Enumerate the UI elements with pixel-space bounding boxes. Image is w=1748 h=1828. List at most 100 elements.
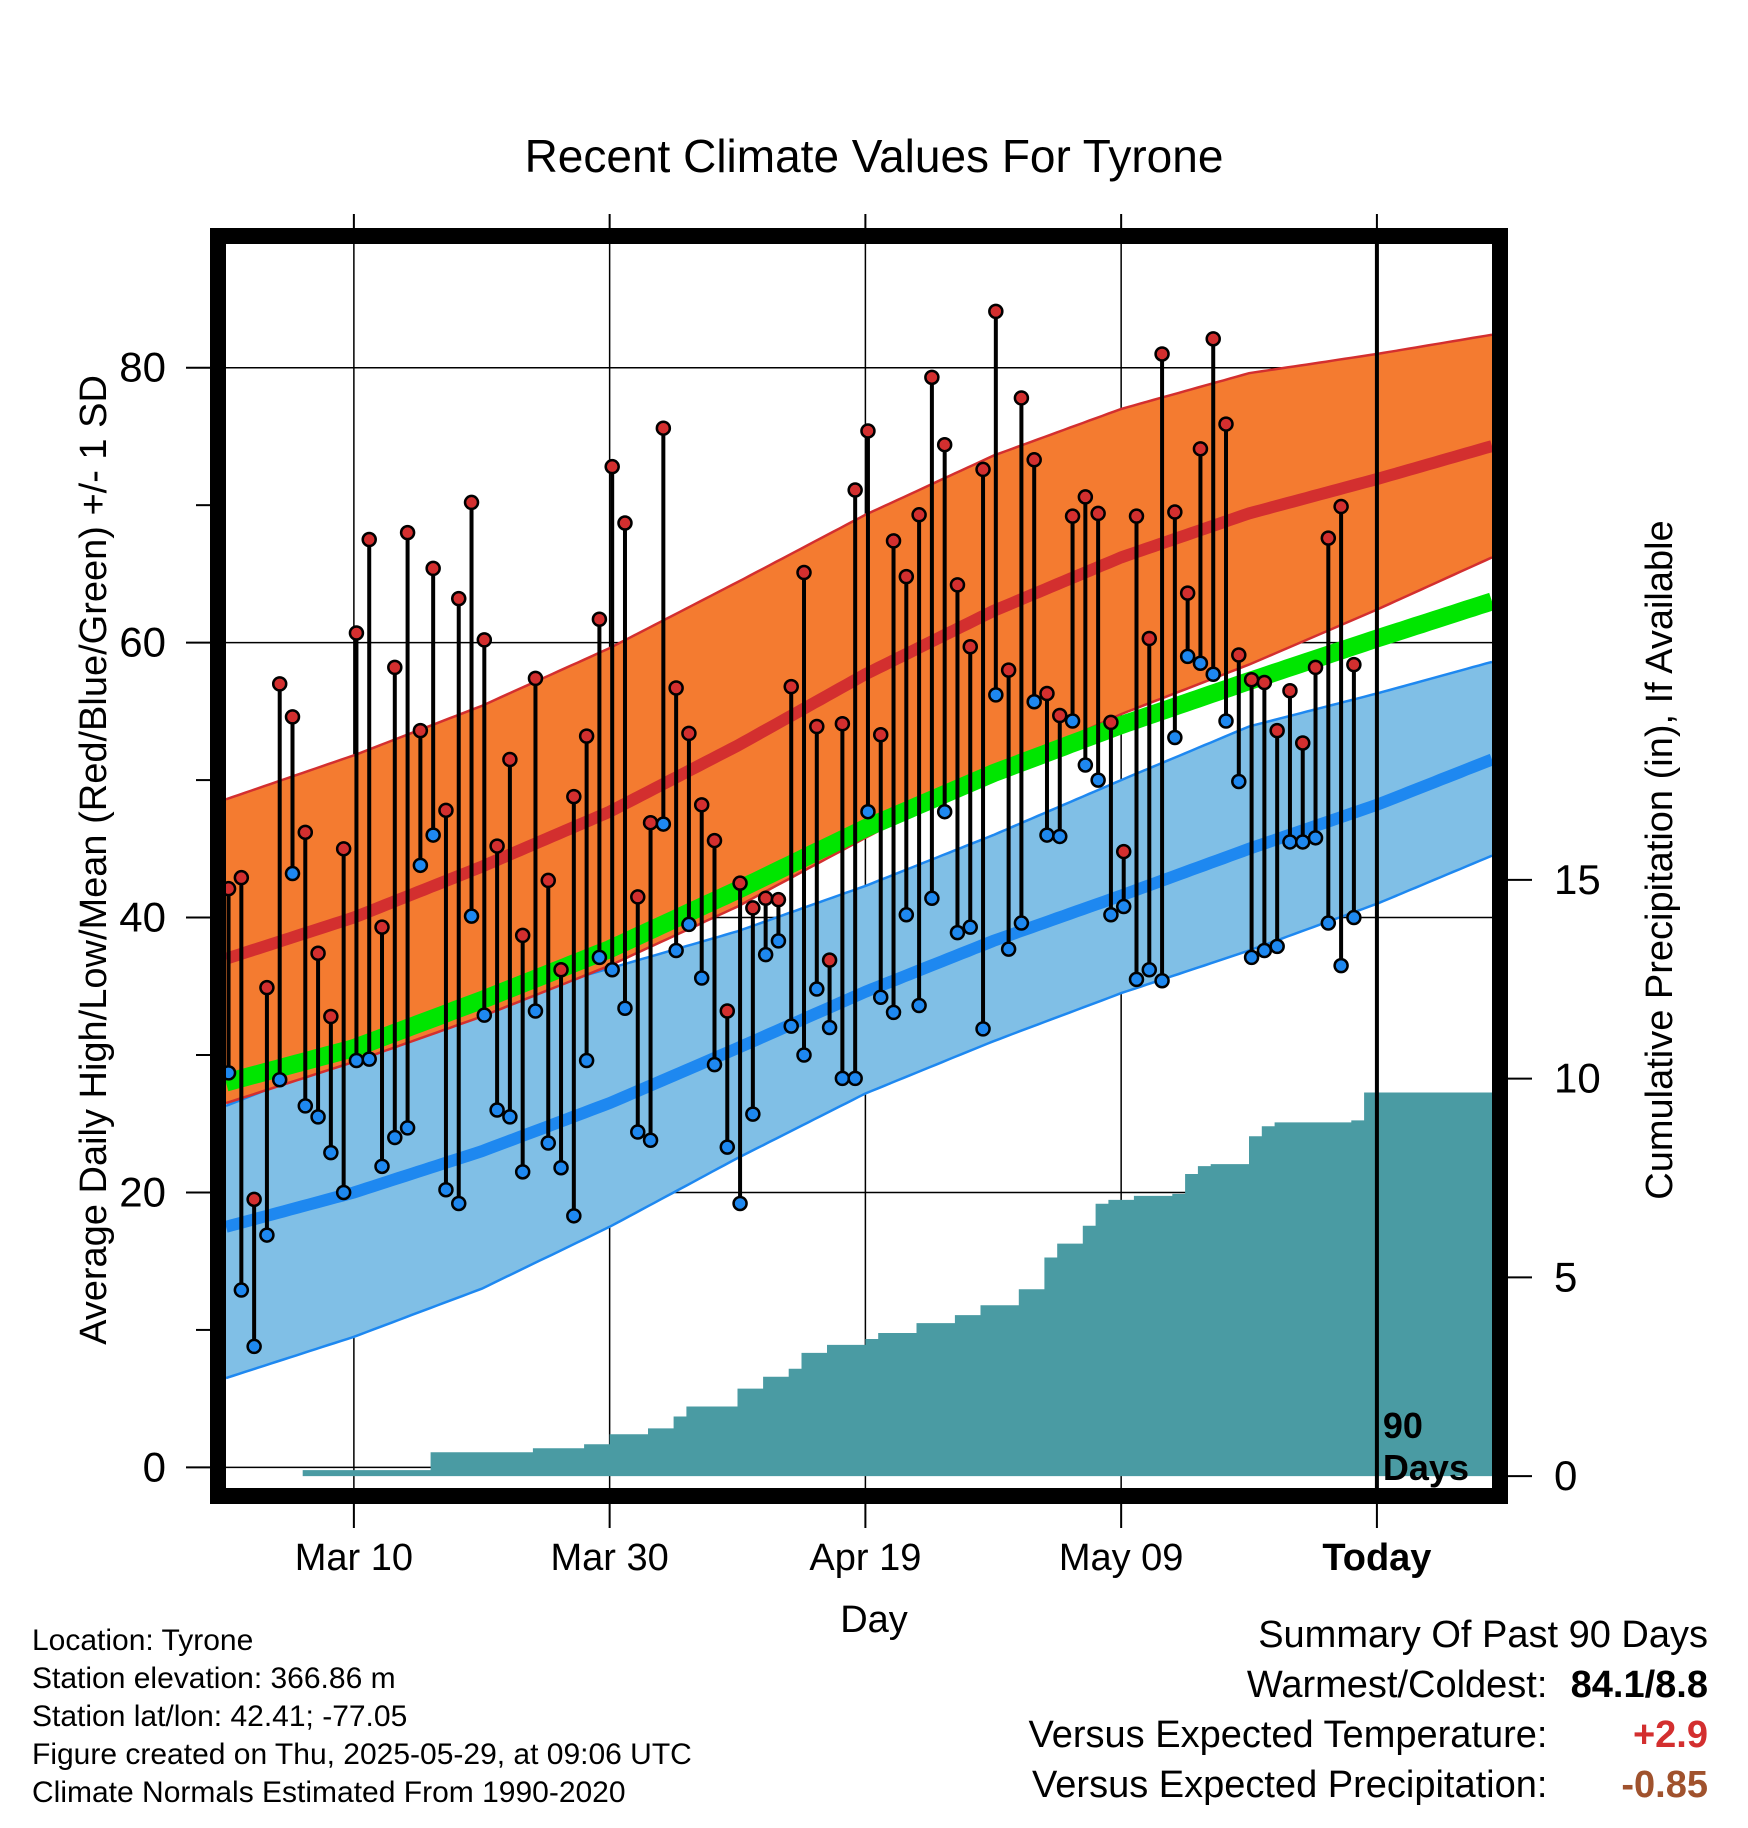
daily-high-point	[1103, 714, 1119, 731]
daily-high-point	[911, 507, 927, 523]
normals-text: Climate Normals Estimated From 1990-2020	[32, 1776, 626, 1809]
today-marker-label-days: Days	[1383, 1447, 1469, 1488]
daily-low-point	[706, 1056, 723, 1073]
daily-low-point	[860, 803, 876, 820]
daily-high-point	[885, 533, 902, 549]
daily-high-point	[591, 611, 608, 628]
daily-low-point	[1243, 949, 1260, 966]
y-tick-label: 60	[119, 619, 166, 666]
daily-high-point	[988, 303, 1004, 320]
daily-high-point	[719, 1003, 736, 1019]
daily-high-point	[348, 625, 365, 641]
daily-high-point	[604, 458, 620, 475]
y2-tick-label: 0	[1554, 1452, 1577, 1499]
temp-row: Versus Expected Temperature: +2.9	[1029, 1710, 1708, 1760]
daily-high-point	[450, 590, 467, 607]
daily-low-point	[1000, 941, 1017, 957]
daily-low-point	[514, 1164, 531, 1180]
precip-area	[226, 1092, 1492, 1477]
low-normal-line	[226, 753, 1492, 1233]
daily-low-point	[745, 1106, 761, 1122]
daily-high-point	[259, 979, 275, 996]
daily-high-point	[1269, 722, 1285, 739]
daily-low-point	[463, 908, 480, 924]
elevation-text: Station elevation: 366.86 m	[32, 1662, 396, 1695]
daily-high-point	[975, 461, 991, 478]
daily-high-point	[1307, 659, 1324, 676]
daily-low-point	[502, 1109, 518, 1125]
daily-high-point	[655, 420, 672, 436]
precip-row: Versus Expected Precipitation: -0.85	[1029, 1760, 1708, 1810]
daily-low-point	[885, 1004, 902, 1021]
daily-high-point	[630, 889, 646, 905]
daily-high-point	[1000, 662, 1017, 678]
y-axis-label: Average Daily High/Low/Mean (Red/Blue/Gr…	[73, 375, 115, 1345]
daily-high-point	[706, 832, 723, 849]
daily-low-point	[591, 949, 608, 966]
daily-low-point	[1090, 772, 1106, 788]
daily-high-point	[949, 577, 966, 593]
daily-high-point	[1192, 441, 1209, 457]
daily-low-point	[438, 1181, 454, 1198]
daily-high-point	[872, 726, 889, 743]
daily-low-point	[323, 1144, 339, 1161]
daily-low-point	[553, 1159, 569, 1176]
daily-high-point	[1320, 530, 1337, 546]
y-tick-label: 0	[143, 1443, 166, 1490]
daily-high-point	[387, 659, 403, 676]
daily-high-point	[847, 482, 863, 498]
daily-low-point	[1192, 655, 1209, 671]
daily-low-point	[1282, 834, 1298, 850]
daily-low-point	[233, 1282, 250, 1298]
daily-low-point	[821, 1019, 838, 1036]
x-axis-label: Day	[840, 1599, 908, 1641]
daily-low-point	[1128, 971, 1145, 988]
daily-low-point	[834, 1070, 851, 1087]
daily-high-point	[745, 900, 761, 916]
daily-low-point	[259, 1227, 275, 1243]
low-sd-band-lower-edge	[226, 854, 1492, 1380]
daily-low-point	[809, 981, 825, 997]
daily-high-point	[399, 524, 416, 541]
daily-low-point	[732, 1195, 748, 1212]
daily-high-point	[1039, 685, 1055, 702]
location-text: Location: Tyrone	[32, 1624, 254, 1657]
daily-high-point	[323, 1008, 339, 1025]
daily-low-point	[374, 1158, 390, 1175]
daily-low-point	[617, 1000, 633, 1017]
daily-high-point	[1179, 585, 1196, 601]
daily-low-point	[1052, 828, 1068, 845]
daily-high-point	[681, 725, 697, 742]
daily-low-point	[1141, 962, 1158, 978]
daily-high-point	[617, 515, 633, 531]
daily-high-point	[1077, 489, 1094, 505]
x-tick-label: Mar 10	[295, 1537, 413, 1579]
created-text: Figure created on Thu, 2025-05-29, at 09…	[32, 1738, 692, 1771]
daily-high-point	[489, 838, 505, 854]
daily-high-point	[642, 814, 659, 831]
daily-low-point	[1154, 973, 1170, 989]
daily-low-point	[348, 1052, 365, 1069]
daily-low-point	[1320, 915, 1337, 931]
warmest-value: 84.1/8.8	[1570, 1664, 1708, 1706]
daily-low-point	[1333, 957, 1349, 974]
daily-low-point	[898, 907, 915, 923]
precip-value: -0.85	[1621, 1764, 1708, 1806]
daily-low-point	[1115, 898, 1132, 915]
daily-high-point	[463, 494, 480, 511]
daily-high-point	[1052, 707, 1068, 724]
daily-high-point	[297, 824, 314, 841]
daily-high-point	[233, 869, 250, 886]
daily-low-point	[655, 816, 672, 832]
daily-low-point	[693, 970, 710, 986]
daily-high-point	[1346, 656, 1362, 673]
daily-high-point	[246, 1191, 262, 1208]
latlon-text: Station lat/lon: 42.41; -77.05	[32, 1700, 408, 1733]
daily-low-point	[1294, 834, 1311, 850]
station-info: Location: Tyrone Station elevation: 366.…	[32, 1622, 692, 1812]
daily-low-point	[1269, 938, 1285, 955]
daily-low-point	[1179, 648, 1196, 665]
daily-high-point	[1333, 498, 1349, 515]
daily-low-point	[399, 1120, 416, 1136]
